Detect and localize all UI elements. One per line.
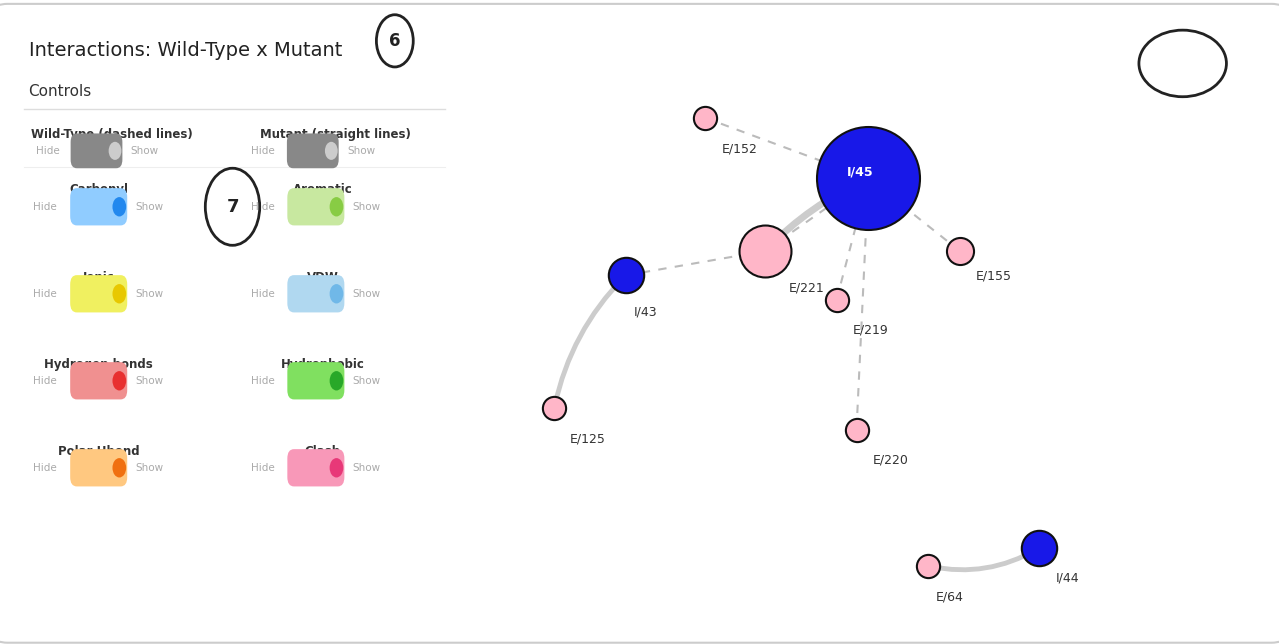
Text: 8: 8 xyxy=(1177,55,1189,72)
Circle shape xyxy=(330,371,343,390)
Text: Hide: Hide xyxy=(252,376,275,386)
Text: Show: Show xyxy=(352,463,380,473)
Text: Hide: Hide xyxy=(252,463,275,473)
Text: Mutant (straight lines): Mutant (straight lines) xyxy=(260,128,411,140)
Text: Hide: Hide xyxy=(33,289,58,299)
Text: 6: 6 xyxy=(389,32,400,50)
Point xyxy=(826,294,847,305)
Text: Show: Show xyxy=(348,146,376,156)
Text: Hide: Hide xyxy=(252,146,275,156)
Text: 7: 7 xyxy=(226,198,239,216)
FancyBboxPatch shape xyxy=(288,275,344,312)
Text: I/44: I/44 xyxy=(1055,572,1079,585)
FancyBboxPatch shape xyxy=(0,4,1279,643)
Text: Show: Show xyxy=(130,146,159,156)
Circle shape xyxy=(113,284,127,303)
Text: Show: Show xyxy=(136,376,164,386)
Point xyxy=(918,561,939,571)
FancyBboxPatch shape xyxy=(70,362,127,399)
FancyBboxPatch shape xyxy=(288,449,344,486)
Text: Show: Show xyxy=(352,202,380,212)
Circle shape xyxy=(113,371,127,390)
Circle shape xyxy=(330,284,343,303)
Text: Show: Show xyxy=(352,376,380,386)
FancyArrowPatch shape xyxy=(555,278,624,406)
Circle shape xyxy=(330,197,343,216)
Point xyxy=(950,246,971,256)
Text: I/45: I/45 xyxy=(847,166,874,179)
Text: Polar Hbond: Polar Hbond xyxy=(58,444,139,457)
Point xyxy=(1030,542,1050,553)
Text: Show: Show xyxy=(352,289,380,299)
Text: Show: Show xyxy=(136,202,164,212)
FancyBboxPatch shape xyxy=(70,449,127,486)
Text: Hydrophobic: Hydrophobic xyxy=(280,357,365,370)
Text: Show: Show xyxy=(136,289,164,299)
Circle shape xyxy=(325,142,338,160)
Circle shape xyxy=(1138,30,1227,97)
Text: E/221: E/221 xyxy=(789,281,825,294)
Text: Wild-Type (dashed lines): Wild-Type (dashed lines) xyxy=(31,128,193,140)
FancyArrowPatch shape xyxy=(767,180,866,249)
Text: E/125: E/125 xyxy=(570,433,606,446)
FancyBboxPatch shape xyxy=(288,362,344,399)
Point xyxy=(694,113,715,123)
Text: Hide: Hide xyxy=(252,202,275,212)
Text: I/43: I/43 xyxy=(634,306,657,319)
FancyBboxPatch shape xyxy=(286,133,339,168)
Text: E/152: E/152 xyxy=(721,142,757,155)
Point xyxy=(858,173,879,184)
Text: Hydrogen bonds: Hydrogen bonds xyxy=(45,357,153,370)
Text: Hide: Hide xyxy=(33,376,58,386)
FancyBboxPatch shape xyxy=(70,275,127,312)
Text: Hide: Hide xyxy=(36,146,60,156)
FancyBboxPatch shape xyxy=(288,188,344,225)
Point xyxy=(847,424,867,435)
FancyArrowPatch shape xyxy=(931,549,1037,570)
Text: Carbonyl: Carbonyl xyxy=(69,184,128,196)
Text: Hide: Hide xyxy=(33,202,58,212)
Text: Clash: Clash xyxy=(304,444,340,457)
Text: E/64: E/64 xyxy=(936,590,964,603)
Point xyxy=(615,270,636,281)
Text: Ionic: Ionic xyxy=(83,270,115,283)
Text: E/155: E/155 xyxy=(976,269,1012,282)
Text: Interactions: Wild-Type x Mutant: Interactions: Wild-Type x Mutant xyxy=(28,41,341,60)
Text: E/219: E/219 xyxy=(853,324,889,337)
Text: Controls: Controls xyxy=(28,84,92,99)
Text: E/220: E/220 xyxy=(872,454,908,467)
Text: Aromatic: Aromatic xyxy=(293,184,352,196)
FancyBboxPatch shape xyxy=(70,188,127,225)
FancyBboxPatch shape xyxy=(70,133,123,168)
Point xyxy=(544,403,564,413)
Circle shape xyxy=(113,197,127,216)
Text: Show: Show xyxy=(136,463,164,473)
Text: VDW: VDW xyxy=(307,270,339,283)
Point xyxy=(755,246,775,256)
Circle shape xyxy=(330,458,343,477)
Text: Hide: Hide xyxy=(252,289,275,299)
Circle shape xyxy=(109,142,122,160)
Circle shape xyxy=(113,458,127,477)
Text: Hide: Hide xyxy=(33,463,58,473)
